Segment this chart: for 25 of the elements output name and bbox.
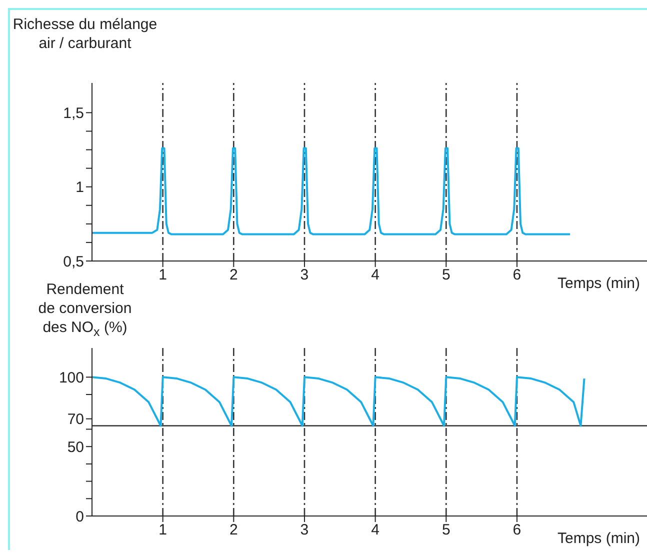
x-tick-label: 3: [300, 266, 309, 284]
line-series: [92, 147, 572, 236]
x-tick-label: 4: [371, 522, 380, 539]
x-tick-label: 4: [371, 266, 380, 284]
y-tick-label: 0,5: [63, 253, 84, 270]
y-axis-title: Richesse du mélange air / carburant: [12, 15, 158, 53]
y-tick-label: 1,5: [63, 104, 84, 122]
x-tick-label: 5: [442, 522, 450, 539]
y-tick-label: 1: [76, 179, 84, 196]
x-tick-label: 1: [158, 266, 167, 284]
x-axis-title: Temps (min): [557, 530, 640, 547]
y-tick-label: 50: [67, 438, 84, 456]
x-axis-title: Temps (min): [557, 275, 640, 292]
x-tick-label: 5: [442, 266, 450, 284]
x-tick-label: 2: [229, 266, 238, 284]
x-tick-label: 1: [158, 522, 167, 539]
y-tick-label: 100: [58, 369, 84, 386]
x-tick-label: 2: [229, 522, 238, 539]
line-series: [92, 376, 586, 427]
y-axis-title: Rendement de conversion des NO$_{x}$ (%): [37, 280, 133, 341]
x-tick-label: 6: [512, 266, 522, 284]
y-tick-label: 0: [76, 508, 84, 526]
y-tick-label: 70: [67, 411, 84, 428]
x-tick-label: 6: [512, 522, 522, 539]
x-tick-label: 3: [300, 522, 309, 539]
